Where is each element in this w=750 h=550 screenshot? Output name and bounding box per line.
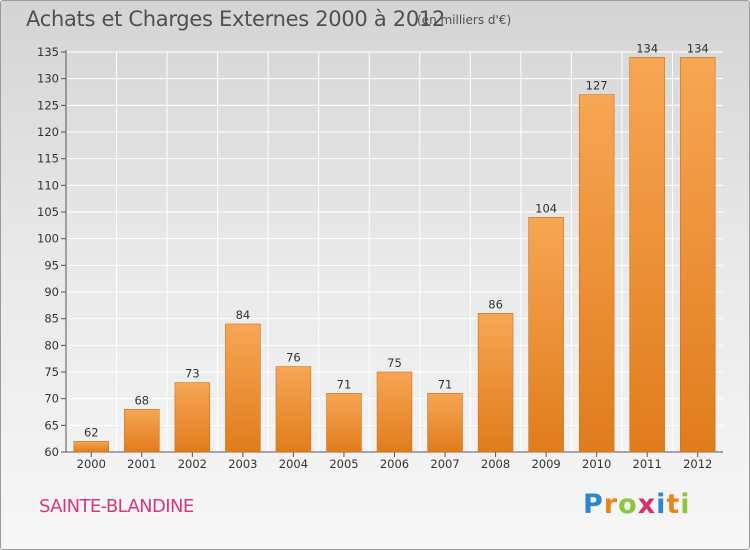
bar — [326, 393, 362, 453]
logo-letter: P — [583, 489, 604, 520]
bars — [73, 57, 716, 453]
y-tick-label: 125 — [37, 98, 59, 112]
bar — [73, 441, 110, 453]
bar — [275, 366, 312, 453]
x-tick-label: 2010 — [582, 457, 611, 471]
logo-letter: i — [680, 489, 691, 520]
bar — [376, 371, 413, 453]
bar — [427, 393, 463, 453]
logo-letter: o — [618, 489, 638, 520]
bar-value-label: 71 — [438, 377, 453, 391]
bar-value-label: 75 — [387, 356, 402, 370]
x-tick-label: 2004 — [279, 457, 308, 471]
bar-value-label: 127 — [586, 79, 608, 93]
x-tick-label: 2009 — [531, 457, 560, 471]
x-tick-label: 2007 — [430, 457, 459, 471]
logo-letter: r — [603, 489, 619, 520]
bar — [124, 409, 160, 453]
chart-unit: (en milliers d'€) — [417, 13, 512, 27]
bar — [174, 382, 211, 453]
bar-value-label: 86 — [488, 297, 503, 311]
y-tick-label: 95 — [44, 258, 59, 272]
y-tick-label: 70 — [44, 392, 59, 406]
proxiti-logo: Proxiti — [583, 489, 691, 520]
x-tick-label: 2012 — [683, 457, 712, 471]
bar-value-label: 104 — [535, 201, 557, 215]
y-tick-label: 135 — [37, 45, 59, 59]
bar-value-label: 134 — [636, 41, 658, 55]
logo-letter: t — [666, 489, 681, 520]
bar-value-label: 62 — [84, 425, 99, 439]
bar — [679, 57, 716, 453]
bar — [528, 217, 564, 453]
bar-value-label: 71 — [337, 377, 352, 391]
x-tick-label: 2006 — [380, 457, 409, 471]
bar-value-label: 84 — [236, 308, 251, 322]
bar — [477, 313, 514, 453]
bar — [578, 94, 615, 453]
x-tick-label: 2002 — [178, 457, 207, 471]
chart-title: Achats et Charges Externes 2000 à 2012 — [26, 7, 446, 31]
y-tick-label: 115 — [37, 152, 59, 166]
y-tick-label: 65 — [44, 418, 59, 432]
y-tick-label: 100 — [37, 232, 59, 246]
bar — [225, 323, 261, 453]
commune-name: SAINTE-BLANDINE — [39, 496, 194, 517]
bar — [629, 57, 665, 453]
y-tick-label: 85 — [44, 312, 59, 326]
bar-value-label: 134 — [687, 41, 709, 55]
bar-value-label: 76 — [286, 351, 301, 365]
y-tick-label: 110 — [37, 178, 59, 192]
x-tick-label: 2001 — [127, 457, 156, 471]
x-tick-label: 2005 — [329, 457, 358, 471]
y-tick-label: 105 — [37, 205, 59, 219]
y-tick-label: 120 — [37, 125, 59, 139]
y-tick-label: 90 — [44, 285, 59, 299]
y-tick-label: 60 — [44, 445, 59, 459]
bar-value-label: 68 — [134, 393, 149, 407]
logo-letter: x — [637, 489, 657, 520]
bar-value-label: 73 — [185, 367, 200, 381]
y-tick-label: 80 — [44, 338, 59, 352]
y-tick-label: 75 — [44, 365, 59, 379]
x-tick-label: 2008 — [481, 457, 510, 471]
logo-letter: i — [656, 489, 667, 520]
labels: 60 65 70 75 80 85 90 95 100 105 110 115 120 125 130 135… — [37, 41, 712, 471]
x-tick-label: 2011 — [633, 457, 662, 471]
x-tick-label: 2003 — [228, 457, 257, 471]
y-tick-label: 130 — [37, 72, 59, 86]
x-tick-label: 2000 — [77, 457, 106, 471]
